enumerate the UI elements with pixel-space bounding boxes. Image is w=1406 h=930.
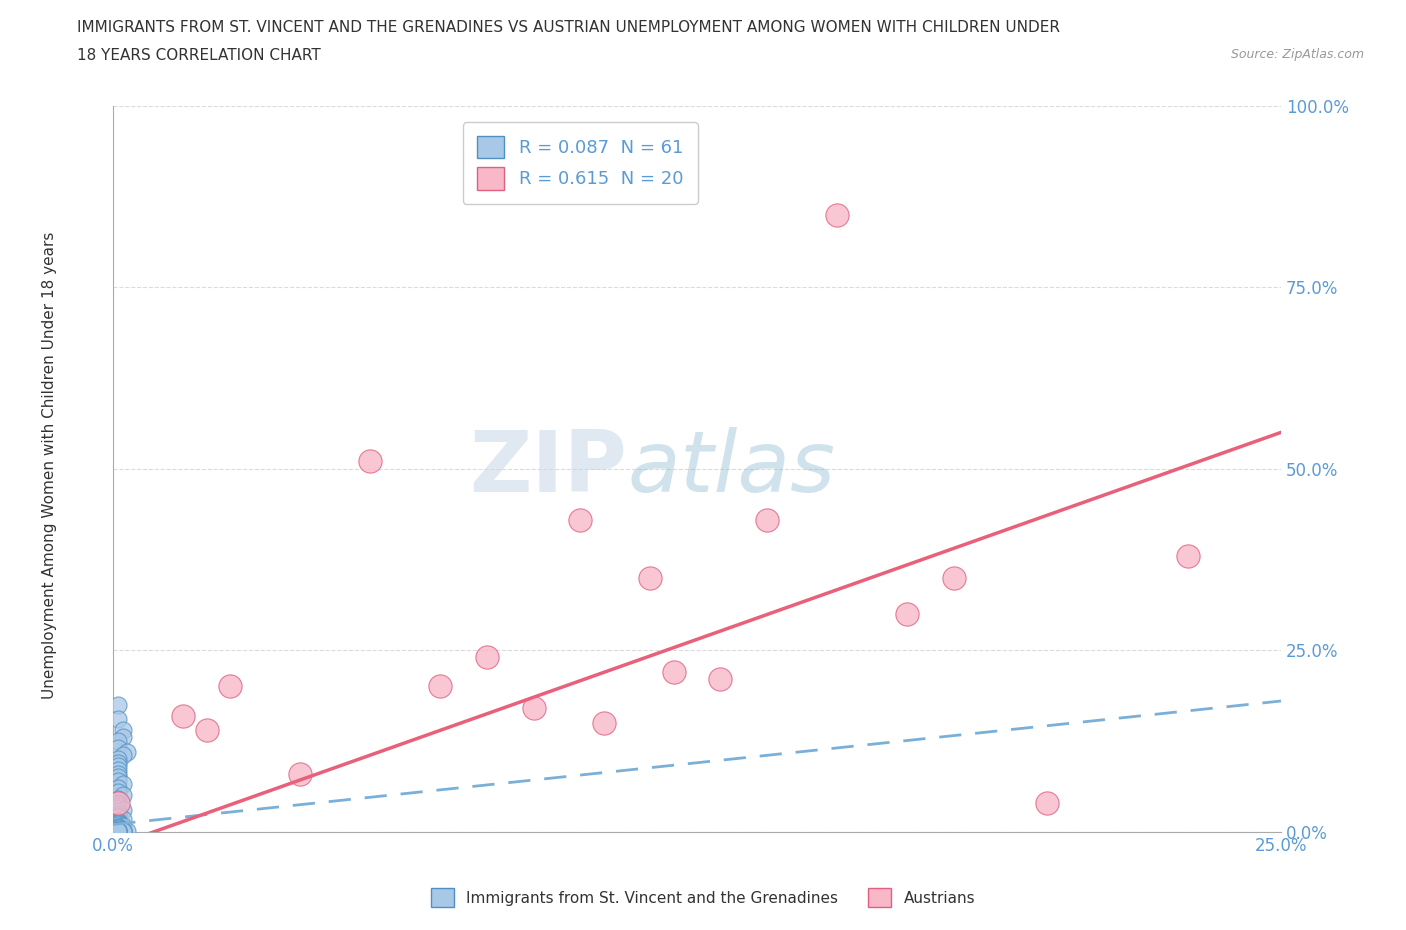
Point [219, 679, 242, 694]
Point [523, 701, 546, 716]
Point [107, 808, 129, 823]
Point [117, 824, 139, 839]
Point [107, 824, 129, 839]
Point [107, 824, 129, 839]
Point [111, 824, 134, 839]
Point [107, 819, 129, 834]
Point [107, 795, 129, 810]
Point [359, 454, 381, 469]
Point [107, 824, 129, 839]
Point [107, 817, 129, 831]
Legend: R = 0.087  N = 61, R = 0.615  N = 20: R = 0.087 N = 61, R = 0.615 N = 20 [463, 122, 697, 204]
Point [709, 671, 731, 686]
Point [107, 741, 129, 756]
Point [195, 723, 218, 737]
Point [943, 570, 966, 585]
Point [475, 650, 498, 665]
Point [107, 795, 129, 810]
Point [569, 512, 592, 527]
Point [107, 801, 129, 816]
Point [107, 804, 129, 818]
Point [1036, 795, 1059, 810]
Point [107, 817, 129, 832]
Point [107, 784, 129, 799]
Point [107, 824, 129, 839]
Point [640, 570, 662, 585]
Point [107, 824, 129, 839]
Point [107, 824, 129, 839]
Point [107, 824, 129, 839]
Text: Source: ZipAtlas.com: Source: ZipAtlas.com [1230, 48, 1364, 61]
Point [107, 810, 129, 825]
Point [107, 814, 129, 829]
Point [107, 824, 129, 839]
Point [107, 824, 129, 839]
Point [107, 791, 129, 806]
Point [107, 763, 129, 777]
Point [107, 797, 129, 812]
Text: atlas: atlas [627, 427, 835, 511]
Text: IMMIGRANTS FROM ST. VINCENT AND THE GRENADINES VS AUSTRIAN UNEMPLOYMENT AMONG WO: IMMIGRANTS FROM ST. VINCENT AND THE GREN… [77, 20, 1060, 35]
Point [1177, 549, 1199, 564]
Point [107, 806, 129, 821]
Point [107, 799, 129, 814]
Point [111, 748, 134, 763]
Point [111, 822, 134, 837]
Point [756, 512, 779, 527]
Text: Unemployment Among Women with Children Under 18 years: Unemployment Among Women with Children U… [42, 232, 56, 698]
Point [107, 816, 129, 830]
Point [111, 811, 134, 826]
Point [107, 824, 129, 839]
Point [111, 818, 134, 833]
Point [107, 824, 129, 839]
Point [107, 751, 129, 766]
Point [592, 715, 614, 730]
Point [896, 606, 918, 621]
Point [107, 823, 129, 838]
Point [107, 766, 129, 781]
Point [107, 755, 129, 770]
Point [111, 777, 134, 792]
Point [107, 698, 129, 712]
Point [107, 711, 129, 726]
Point [107, 824, 129, 839]
Point [111, 803, 134, 817]
Point [107, 824, 129, 839]
Point [107, 770, 129, 785]
Point [107, 774, 129, 789]
Point [111, 824, 134, 839]
Point [107, 815, 129, 830]
Point [107, 759, 129, 774]
Point [107, 821, 129, 836]
Point [107, 734, 129, 749]
Point [662, 665, 685, 680]
Point [107, 824, 129, 839]
Point [107, 820, 129, 835]
Point [107, 824, 129, 839]
Point [429, 679, 451, 694]
Point [111, 730, 134, 745]
Point [111, 723, 134, 737]
Point [288, 766, 311, 781]
Point [107, 820, 129, 835]
Point [825, 207, 848, 222]
Text: ZIP: ZIP [470, 427, 627, 511]
Point [111, 824, 134, 839]
Legend: Immigrants from St. Vincent and the Grenadines, Austrians: Immigrants from St. Vincent and the Gren… [425, 883, 981, 913]
Point [117, 744, 139, 759]
Point [107, 780, 129, 795]
Point [172, 708, 194, 723]
Text: 18 YEARS CORRELATION CHART: 18 YEARS CORRELATION CHART [77, 48, 321, 63]
Point [111, 788, 134, 803]
